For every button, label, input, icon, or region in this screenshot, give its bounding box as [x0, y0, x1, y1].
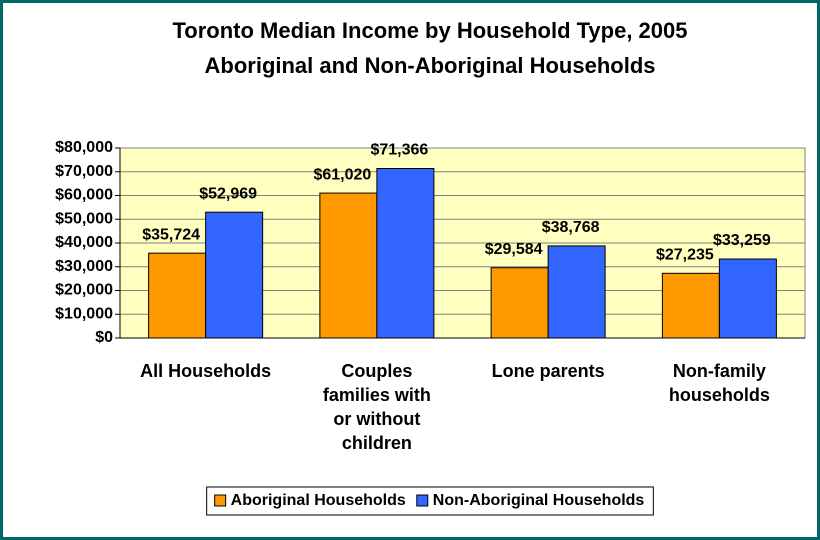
data-label: $29,584 [485, 241, 543, 258]
x-tick-label: Lone parents [492, 361, 605, 381]
y-tick-label: $50,000 [55, 210, 113, 227]
legend-swatch [416, 494, 429, 507]
bar [661, 272, 720, 339]
legend-label: Aboriginal Households [231, 492, 406, 509]
x-tick-label: Non-family households [669, 361, 770, 405]
y-tick-label: $20,000 [55, 282, 113, 299]
data-label: $27,235 [656, 247, 714, 264]
data-label: $71,366 [370, 142, 428, 159]
y-tick-label: $10,000 [55, 305, 113, 322]
y-tick-label: $60,000 [55, 187, 113, 204]
data-label: $35,724 [142, 226, 200, 243]
bar [319, 192, 378, 339]
x-tick-label: Couples families with or without children [323, 361, 431, 453]
chart-title: Toronto Median Income by Household Type,… [172, 18, 687, 43]
y-tick-label: $0 [95, 329, 113, 346]
data-label: $38,768 [542, 219, 600, 236]
bar [547, 245, 606, 339]
x-tick-label: All Households [140, 361, 271, 381]
data-label: $33,259 [713, 232, 771, 249]
y-tick-label: $70,000 [55, 163, 113, 180]
chart-subtitle: Aboriginal and Non-Aboriginal Households [205, 53, 656, 78]
y-tick-label: $30,000 [55, 258, 113, 275]
data-label: $61,020 [313, 166, 371, 183]
bar [148, 252, 207, 339]
data-label: $52,969 [199, 185, 257, 202]
legend-label: Non-Aboriginal Households [433, 492, 645, 509]
legend: Aboriginal Households Non-Aboriginal Hous… [206, 486, 654, 516]
bar [490, 267, 549, 339]
bar [376, 168, 435, 339]
legend-box [206, 486, 654, 516]
legend-swatch [214, 494, 227, 507]
bar [205, 211, 264, 339]
y-tick-label: $40,000 [55, 234, 113, 251]
bar [718, 258, 777, 339]
y-tick-label: $80,000 [55, 139, 113, 156]
